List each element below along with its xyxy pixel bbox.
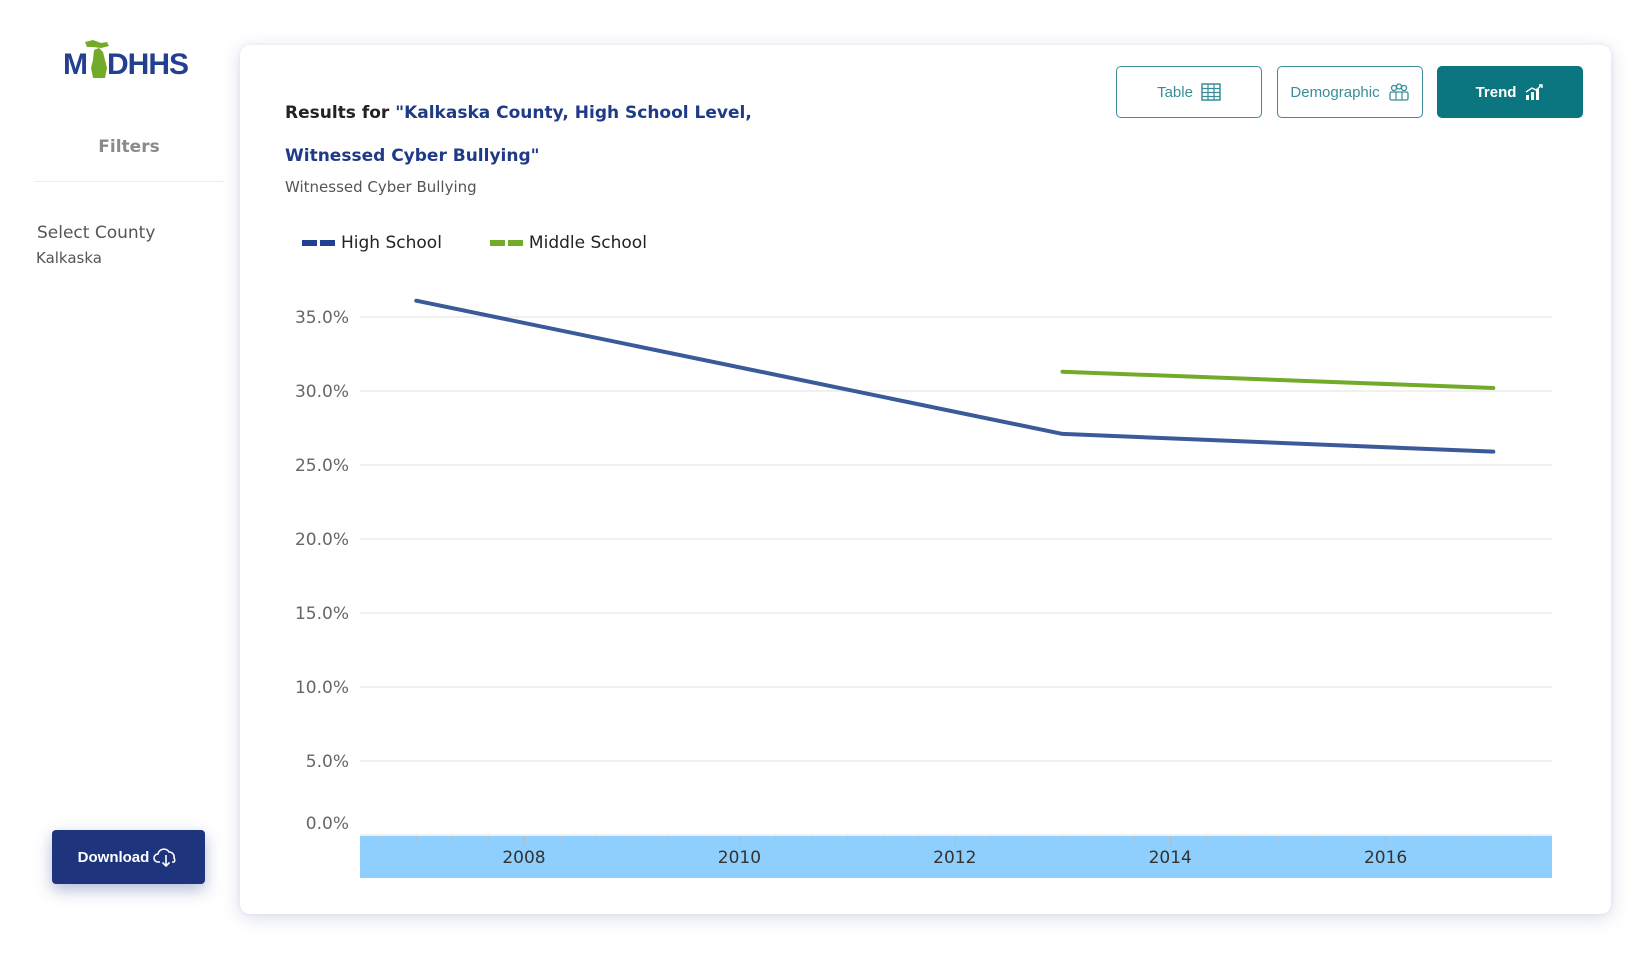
- series-line-high-school: [414, 298, 1496, 454]
- legend-swatch-high-school: [302, 240, 335, 246]
- bar-chart-trend-icon: [1526, 84, 1544, 100]
- chart-legend: High School Middle School: [302, 233, 647, 253]
- chart-subtitle: Witnessed Cyber Bullying: [285, 178, 477, 196]
- y-axis-ticks: 0.0% 5.0% 10.0% 15.0% 20.0% 25.0% 30.0% 35.0%: [295, 308, 349, 834]
- legend-item-high-school[interactable]: High School: [302, 233, 442, 253]
- results-title: Results for "Kalkaska County, High Schoo…: [285, 92, 805, 178]
- table-view-button[interactable]: Table: [1116, 66, 1262, 118]
- cloud-download-icon: [153, 848, 176, 868]
- y-tick-label: 30.0%: [295, 382, 349, 402]
- trend-view-label: Trend: [1475, 83, 1517, 101]
- x-axis-ticks: 2008 2010 2012 2014 2016: [502, 848, 1407, 868]
- michigan-map-icon: [85, 40, 109, 78]
- x-tick-label: 2008: [502, 848, 545, 868]
- legend-item-middle-school[interactable]: Middle School: [489, 233, 647, 253]
- x-tick-label: 2012: [933, 848, 976, 868]
- table-grid-icon: [1201, 83, 1221, 101]
- y-tick-label: 0.0%: [306, 814, 349, 834]
- series-line-middle-school: [1060, 369, 1496, 391]
- x-tick-label: 2010: [718, 848, 761, 868]
- x-tick-label: 2016: [1364, 848, 1407, 868]
- title-highlight-line2: Witnessed Cyber Bullying": [285, 146, 540, 166]
- y-tick-label: 20.0%: [295, 530, 349, 550]
- select-county-value[interactable]: Kalkaska: [36, 249, 102, 267]
- y-tick-label: 10.0%: [295, 678, 349, 698]
- table-view-label: Table: [1157, 83, 1193, 101]
- demographic-view-button[interactable]: Demographic: [1277, 66, 1423, 118]
- x-axis-minor-ticks: [380, 836, 1531, 846]
- filters-heading: Filters: [98, 137, 160, 157]
- y-tick-label: 35.0%: [295, 308, 349, 328]
- filters-divider: [34, 181, 224, 182]
- legend-label-high-school: High School: [341, 233, 442, 253]
- grid-lines: [360, 316, 1552, 836]
- y-tick-label: 25.0%: [295, 456, 349, 476]
- y-tick-label: 5.0%: [306, 752, 349, 772]
- legend-label-middle-school: Middle School: [528, 233, 647, 253]
- logo-text: M DHHS: [63, 48, 189, 81]
- title-highlight-line1: "Kalkaska County, High School Level,: [395, 103, 752, 123]
- people-group-icon: [1388, 83, 1409, 101]
- trend-view-button[interactable]: Trend: [1437, 66, 1583, 118]
- x-axis-band: [360, 836, 1552, 878]
- results-card: Results for "Kalkaska County, High Schoo…: [240, 45, 1611, 914]
- sidebar: M DHHS Filters Select County Kalkaska Dow…: [0, 0, 235, 959]
- title-prefix: Results for: [285, 103, 396, 123]
- y-tick-label: 15.0%: [295, 604, 349, 624]
- download-label: Download: [77, 848, 150, 866]
- x-tick-label: 2014: [1149, 848, 1192, 868]
- download-button[interactable]: Download: [52, 830, 205, 884]
- mdhhs-logo[interactable]: M DHHS: [63, 38, 203, 84]
- demographic-view-label: Demographic: [1290, 83, 1380, 101]
- series-lines: [414, 298, 1496, 454]
- legend-swatch-middle-school: [489, 240, 523, 246]
- trend-chart: 0.0% 5.0% 10.0% 15.0% 20.0% 25.0% 30.0% 35.0% 2…: [295, 298, 1552, 878]
- select-county-label[interactable]: Select County: [37, 223, 156, 243]
